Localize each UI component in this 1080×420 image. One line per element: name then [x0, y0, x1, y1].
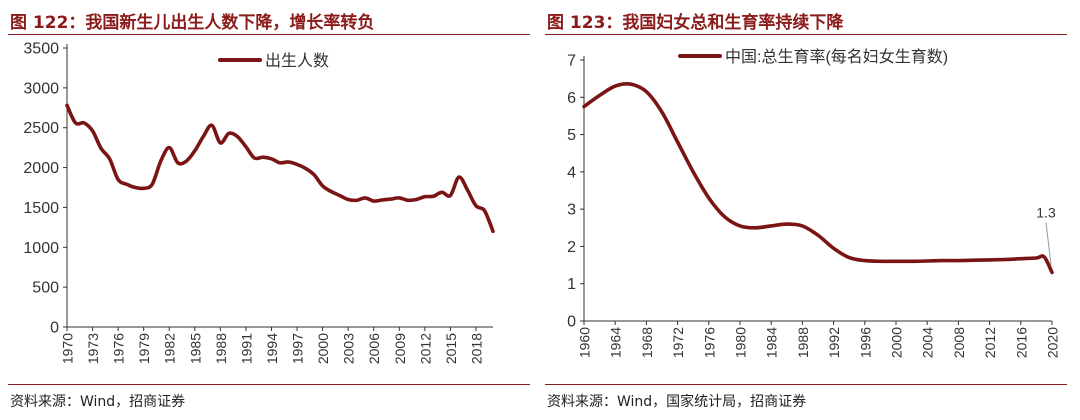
- y-tick-label: 3000: [23, 80, 59, 97]
- y-tick-label: 7: [567, 53, 576, 70]
- chart-title: 图 123：我国妇女总和生育率持续下降: [547, 13, 844, 33]
- panel-fertility: 图 123：我国妇女总和生育率持续下降 0 1 2 3 4 5 6 7 1960 1964 1968…: [545, 0, 1075, 420]
- x-tick-label: 2015: [443, 333, 459, 364]
- x-tick-label: 2012: [982, 327, 998, 358]
- x-tick-label: 1994: [264, 333, 280, 364]
- x-tick-label: 1960: [577, 327, 593, 358]
- source-rule: [545, 384, 1067, 385]
- x-tick-label: 1985: [187, 333, 203, 364]
- y-tick-label: 0: [567, 314, 576, 331]
- x-tick-label: 1982: [162, 333, 178, 364]
- legend-label: 中国:总生育率(每名妇女生育数): [725, 47, 948, 66]
- source-note: 资料来源：Wind，国家统计局，招商证券: [547, 394, 807, 410]
- annotation-label: 1.3: [1036, 205, 1056, 221]
- x-tick-label: 2003: [341, 333, 357, 364]
- x-tick-label: 2008: [951, 327, 967, 358]
- births-line-chart: 0 500 1000 1500 2000 2500 3000 3500 1970 1973 1976…: [23, 41, 495, 364]
- x-tick-label: 1972: [670, 327, 686, 358]
- x-tick-label: 1976: [111, 333, 127, 364]
- panel-births: 图 122：我国新生儿出生人数下降，增长率转负 0 500 1000 1500 2000…: [8, 0, 538, 420]
- y-tick-label: 4: [567, 164, 576, 181]
- y-tick-label: 5: [567, 127, 576, 144]
- x-tick-label: 2016: [1013, 327, 1029, 358]
- x-tick-label: 2020: [1045, 327, 1061, 358]
- x-tick-label: 1979: [136, 333, 152, 364]
- x-tick-label: 1970: [60, 333, 76, 364]
- x-tick-label: 1973: [85, 333, 101, 364]
- y-tick-label: 2: [567, 239, 576, 256]
- y-tick-label: 1000: [23, 240, 59, 257]
- y-tick-label: 2000: [23, 160, 59, 177]
- title-rule: [545, 34, 1067, 35]
- x-tick-label: 1964: [608, 327, 624, 358]
- chart-title: 图 122：我国新生儿出生人数下降，增长率转负: [10, 13, 375, 33]
- fertility-line-chart: 0 1 2 3 4 5 6 7 1960 1964 1968 1972 1976 1980 1984 1988…: [567, 47, 1061, 358]
- x-tick-label: 1988: [795, 327, 811, 358]
- x-tick-label: 2006: [366, 333, 382, 364]
- annotation-leader: [1045, 222, 1052, 265]
- y-tick-label: 1: [567, 276, 576, 293]
- x-tick-label: 1980: [733, 327, 749, 358]
- x-tick-label: 1988: [213, 333, 229, 364]
- y-tick-label: 1500: [23, 200, 59, 217]
- x-tick-label: 1976: [701, 327, 717, 358]
- y-tick-label: 6: [567, 90, 576, 107]
- x-tick-label: 1968: [639, 327, 655, 358]
- series-line: [65, 103, 495, 234]
- y-tick-label: 2500: [23, 120, 59, 137]
- source-rule: [8, 384, 530, 385]
- x-tick-label: 2012: [417, 333, 433, 364]
- source-note: 资料来源：Wind，招商证券: [10, 394, 186, 410]
- x-tick-label: 1992: [826, 327, 842, 358]
- y-tick-label: 0: [50, 320, 59, 337]
- x-tick-label: 2000: [889, 327, 905, 358]
- y-tick-label: 3: [567, 202, 576, 219]
- x-tick-label: 2004: [920, 327, 936, 358]
- title-rule: [8, 34, 530, 35]
- legend-label: 出生人数: [265, 52, 329, 70]
- x-tick-label: 2018: [468, 333, 484, 364]
- y-tick-label: 500: [32, 280, 59, 297]
- x-tick-label: 2009: [392, 333, 408, 364]
- x-tick-label: 1984: [764, 327, 780, 358]
- x-tick-label: 1997: [290, 333, 306, 364]
- x-tick-label: 1996: [857, 327, 873, 358]
- x-tick-label: 1991: [238, 333, 254, 364]
- x-tick-label: 2000: [315, 333, 331, 364]
- y-tick-label: 3500: [23, 41, 59, 58]
- series-line: [582, 82, 1054, 275]
